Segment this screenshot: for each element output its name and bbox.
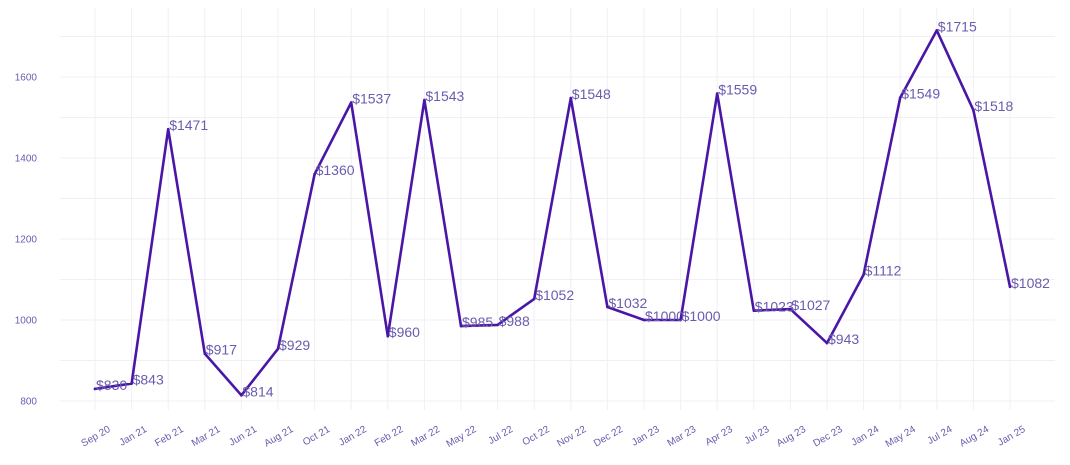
x-tick-label: Jul 24	[926, 424, 955, 447]
data-labels: $830 $843 $1471 $917 $814 $929 $1360 $1537 $960 $…	[96, 18, 1050, 399]
data-point	[752, 309, 756, 312]
x-tick-label: Aug 21	[263, 424, 296, 450]
data-point	[825, 341, 829, 345]
data-label: $943	[828, 331, 859, 347]
y-axis: 800 1000 1200 1400 1600	[15, 73, 38, 408]
data-point	[313, 172, 316, 176]
data-label: $1000	[682, 308, 721, 324]
data-point	[496, 323, 499, 327]
data-point	[386, 334, 390, 338]
data-point	[898, 96, 902, 99]
data-label: $929	[279, 337, 310, 353]
x-tick-label: Dec 22	[592, 424, 625, 450]
y-tick-label: 1600	[15, 73, 38, 84]
x-tick-label: Feb 22	[373, 424, 406, 449]
x-tick-label: Mar 23	[666, 424, 699, 449]
x-tick-label: Jun 21	[227, 424, 259, 449]
data-point	[459, 324, 463, 328]
data-label: $1543	[425, 88, 464, 104]
x-tick-label: Jan 24	[850, 424, 882, 449]
data-label: $830	[96, 377, 127, 393]
data-label: $1715	[938, 18, 977, 34]
x-tick-label: Oct 22	[521, 424, 552, 448]
data-point	[166, 127, 170, 131]
data-label: $1023	[755, 299, 794, 315]
data-point	[569, 96, 573, 100]
data-label: $1471	[169, 117, 208, 133]
x-tick-label: Mar 22	[409, 424, 442, 449]
grid	[60, 8, 1055, 410]
data-point	[130, 382, 133, 385]
x-tick-label: Jan 21	[118, 424, 150, 449]
x-tick-label: Jul 23	[743, 424, 772, 447]
data-point	[715, 92, 719, 95]
data-label: $988	[499, 313, 530, 329]
data-point	[240, 394, 243, 397]
x-tick-label: Feb 21	[153, 424, 186, 449]
y-tick-label: 800	[20, 397, 37, 408]
data-point	[862, 273, 865, 276]
data-label: $814	[242, 383, 273, 399]
data-label: $917	[206, 342, 237, 358]
data-label: $1082	[1011, 275, 1050, 291]
x-tick-label: Nov 22	[555, 424, 588, 450]
data-label: $985	[462, 314, 493, 330]
data-label: $1549	[901, 86, 940, 102]
x-tick-label: Mar 21	[190, 424, 223, 449]
x-tick-label: Apr 23	[704, 424, 735, 448]
data-point	[642, 318, 646, 322]
x-tick-label: Aug 23	[775, 424, 808, 450]
y-tick-label: 1000	[15, 316, 38, 327]
x-tick-label: Jul 22	[486, 424, 515, 447]
data-label: $843	[133, 372, 164, 388]
data-label: $1548	[572, 86, 611, 102]
data-point	[532, 297, 536, 301]
data-label: $1559	[718, 82, 757, 98]
series-line	[93, 29, 1012, 397]
data-point	[972, 108, 975, 112]
x-tick-label: Jan 23	[630, 424, 662, 449]
data-point	[349, 101, 353, 104]
data-point	[93, 387, 97, 391]
x-tick-label: Sep 20	[80, 424, 113, 450]
data-label: $1518	[974, 98, 1013, 114]
x-tick-label: Jan 25	[996, 424, 1028, 449]
x-axis: Sep 20 Jan 21 Feb 21 Mar 21 Jun 21 Aug 21 Oct …	[80, 424, 1028, 450]
data-label: $960	[389, 324, 420, 340]
data-label: $1027	[791, 297, 830, 313]
y-tick-label: 1200	[15, 235, 38, 246]
x-tick-label: Jan 22	[337, 424, 369, 449]
data-point	[935, 29, 939, 32]
data-label: $1052	[535, 287, 574, 303]
data-point	[1008, 285, 1012, 289]
data-point	[203, 352, 207, 355]
data-point	[423, 98, 426, 102]
data-label: $1360	[316, 162, 355, 178]
x-tick-label: Dec 23	[812, 424, 845, 450]
x-tick-label: May 24	[884, 424, 918, 450]
data-point	[606, 305, 609, 309]
x-tick-label: Aug 24	[958, 424, 991, 450]
series-revenue	[93, 29, 1012, 397]
data-label: $1032	[608, 295, 647, 311]
data-point	[679, 318, 682, 322]
data-label: $1112	[865, 263, 902, 279]
data-point	[789, 307, 792, 311]
data-label: $1000	[645, 308, 684, 324]
y-tick-label: 1400	[15, 154, 38, 165]
x-tick-label: May 22	[445, 424, 479, 450]
data-point	[276, 347, 280, 351]
data-label: $1537	[352, 91, 391, 107]
x-tick-label: Oct 21	[301, 424, 332, 448]
